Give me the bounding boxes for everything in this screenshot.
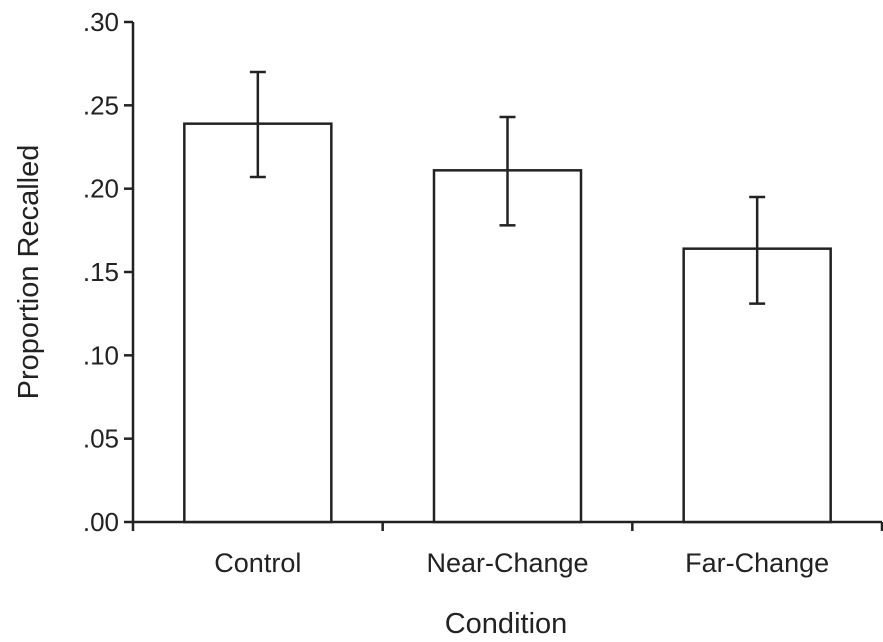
y-ticks: .00 .05 .10 .15 .20 .25 .30 [83, 7, 133, 537]
bars [183, 122, 832, 524]
x-tick-label: Far-Change [685, 548, 829, 578]
y-tick-label: .00 [83, 507, 119, 537]
y-axis-title: Proportion Recalled [13, 145, 45, 400]
y-tick-label: .05 [83, 424, 119, 454]
y-tick-label: .10 [83, 340, 119, 370]
y-tick-label: .20 [83, 174, 119, 204]
error-bars [249, 70, 766, 305]
y-tick-label: .15 [83, 257, 119, 287]
x-tick-label: Control [214, 548, 301, 578]
y-tick-label: .25 [83, 90, 119, 120]
x-axis-title: Condition [445, 608, 568, 640]
x-tick-label: Near-Change [426, 548, 588, 578]
bar-control [183, 122, 333, 524]
x-tick-labels: Control Near-Change Far-Change [131, 522, 883, 578]
y-tick-label: .30 [83, 7, 119, 37]
